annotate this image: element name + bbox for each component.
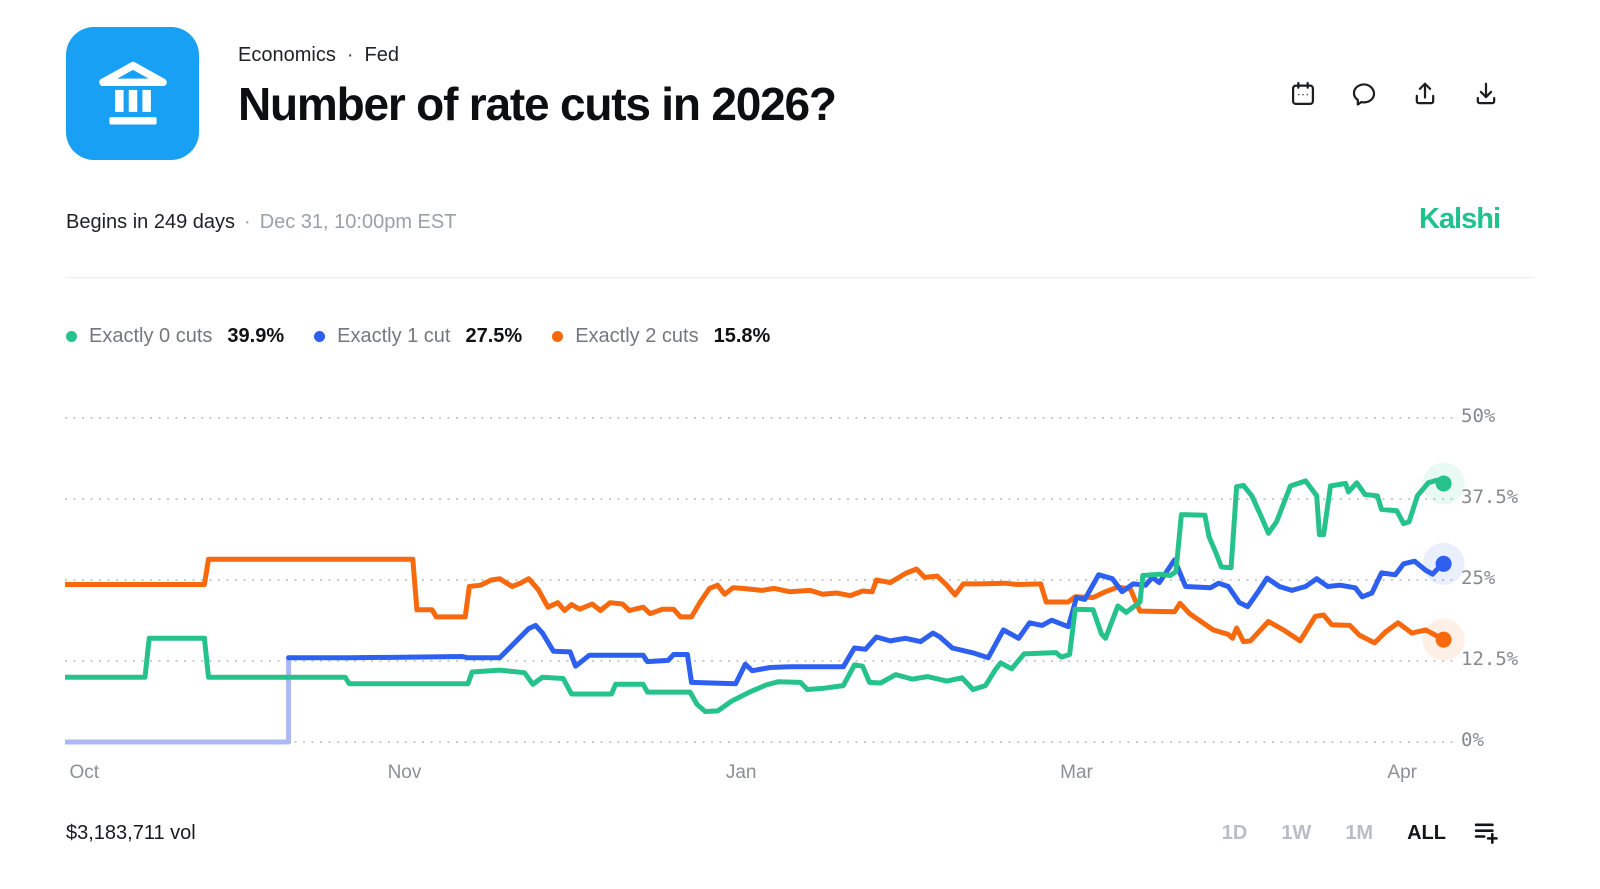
breadcrumb-subcategory[interactable]: Fed	[364, 44, 399, 66]
share-button[interactable]	[1411, 80, 1439, 108]
y-axis-tick-label: 12.5%	[1461, 648, 1519, 671]
breadcrumb-category[interactable]: Economics	[238, 44, 336, 66]
close-date-text: Dec 31, 10:00pm EST	[259, 211, 457, 233]
market-close-date: · Dec 31, 10:00pm EST	[244, 211, 456, 234]
list-plus-button[interactable]	[1472, 819, 1500, 847]
y-axis-tick-label: 37.5%	[1461, 486, 1519, 509]
x-axis-tick-label: Jan	[725, 762, 757, 783]
x-axis-tick-label: Nov	[387, 762, 422, 783]
close-date-separator: ·	[244, 211, 251, 233]
y-axis-tick-label: 25%	[1461, 567, 1496, 590]
header-actions	[1289, 27, 1500, 108]
calendar-icon	[1291, 81, 1315, 106]
legend-value: 27.5%	[465, 325, 523, 347]
price-chart[interactable]: 50% 37.5% 25% 12.5% 0% Oct Nov Jan Mar Apr	[65, 378, 1535, 798]
x-axis-tick-label: Mar	[1060, 762, 1093, 783]
x-axis-tick-label: Oct	[69, 762, 100, 783]
range-1d[interactable]: 1D	[1221, 821, 1248, 844]
comment-button[interactable]	[1350, 80, 1378, 108]
breadcrumb-separator: ·	[346, 44, 354, 66]
x-axis-tick-label: Apr	[1387, 762, 1418, 783]
calendar-button[interactable]	[1289, 80, 1317, 108]
bank-icon	[98, 61, 167, 125]
time-range-selector: 1D 1W 1M ALL	[1222, 822, 1446, 845]
share-icon	[1415, 82, 1435, 105]
breadcrumb: Economics · Fed	[238, 41, 836, 69]
download-icon	[1476, 82, 1496, 105]
legend-label: Exactly 2 cuts	[575, 325, 699, 347]
list-plus-icon	[1474, 823, 1498, 844]
legend-label: Exactly 1 cut	[337, 325, 451, 347]
divider	[66, 277, 1534, 278]
chart-legend: Exactly 0 cuts 39.9% Exactly 1 cut 27.5% Exa…	[66, 325, 770, 348]
kalshi-logo[interactable]: Kalshi	[1418, 203, 1501, 235]
header-text: Economics · Fed Number of rate cuts in 2…	[238, 27, 837, 130]
y-axis-tick-label: 50%	[1461, 405, 1496, 428]
legend-dot-icon	[552, 331, 564, 342]
legend-item-0[interactable]: Exactly 0 cuts 39.9%	[66, 325, 284, 348]
range-all[interactable]: ALL	[1407, 821, 1446, 844]
subheader: Begins in 249 days · Dec 31, 10:00pm EST…	[66, 203, 1501, 236]
price-chart-canvas[interactable]	[65, 378, 1535, 754]
range-1w[interactable]: 1W	[1281, 821, 1312, 844]
market-category-tile	[66, 27, 199, 160]
legend-value: 15.8%	[713, 325, 771, 347]
legend-item-1[interactable]: Exactly 1 cut 27.5%	[314, 325, 522, 348]
legend-label: Exactly 0 cuts	[89, 325, 213, 347]
volume-label: $3,183,711 vol	[66, 821, 196, 844]
legend-item-2[interactable]: Exactly 2 cuts 15.8%	[552, 325, 770, 348]
download-button[interactable]	[1472, 80, 1500, 108]
header: Economics · Fed Number of rate cuts in 2…	[66, 27, 1500, 160]
y-axis-tick-label: 0%	[1461, 729, 1484, 752]
footer: $3,183,711 vol 1D 1W 1M ALL	[66, 819, 1500, 847]
market-open-countdown: Begins in 249 days	[66, 211, 236, 233]
legend-dot-icon	[314, 331, 326, 342]
legend-value: 39.9%	[227, 325, 285, 347]
comment-icon	[1352, 83, 1376, 106]
page-title: Number of rate cuts in 2026?	[238, 78, 837, 130]
range-1m[interactable]: 1M	[1345, 821, 1374, 844]
legend-dot-icon	[66, 331, 77, 342]
